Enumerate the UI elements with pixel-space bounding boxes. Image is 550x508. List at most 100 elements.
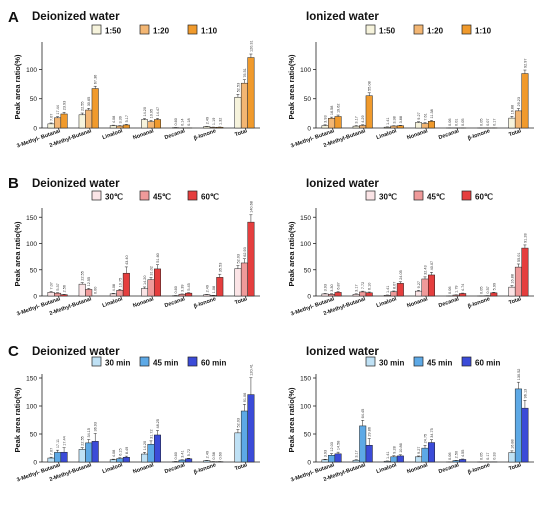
bar [60,113,68,129]
data-label: 4.08 [112,284,116,291]
data-label: 0.60 [174,286,178,293]
bar [396,283,404,297]
data-label: 6.15 [118,448,122,455]
legend-label: 45℃ [153,193,171,202]
x-tick-label: β-Ionone [193,296,217,310]
data-label: 0.17 [492,118,496,125]
legend-label: 1:50 [105,27,122,36]
data-label: 16.58 [330,106,334,116]
panel-label-b: B [8,175,19,192]
x-tick-label: β-Ionone [467,128,491,142]
data-label: 51.60 [156,253,160,263]
panel-label-c: C [8,343,19,360]
bar [415,456,422,463]
bar [383,460,391,463]
bar [359,291,367,297]
data-label: 52.03 [236,418,240,428]
data-label: 9.27 [417,112,421,119]
x-tick-label: β-Ionone [467,462,491,476]
y-tick-label: 100 [300,67,311,74]
data-label: 4.55 [461,450,465,457]
data-label: 140.68 [249,201,253,213]
data-label: 14.47 [156,107,160,117]
bar [396,125,404,129]
legend-label: 1:50 [379,27,396,36]
data-label: 3.17 [355,116,359,123]
data-label: 55.08 [368,81,372,91]
bar [521,407,529,463]
data-label: 2.49 [205,117,209,124]
x-tick-label: Nonanal [132,128,155,141]
data-label: 1.32 [218,118,222,125]
y-axis-label: Peak area ratio(%) [287,221,296,287]
bar [85,289,93,297]
bar [54,117,62,129]
data-label: 3.93 [324,284,328,291]
x-tick-label: Linalool [376,462,398,475]
data-label: 17.44 [56,105,60,115]
x-tick-label: Total [508,296,522,306]
data-label: 16.88 [510,274,514,284]
data-label: 14.58 [337,441,341,451]
data-label: 130.52 [517,369,521,381]
x-tick-label: Total [508,128,522,138]
data-label: 22.55 [81,436,85,446]
data-label: 10.86 [399,443,403,453]
bar [203,460,211,463]
y-tick-label: 50 [304,432,312,439]
bar [514,266,522,297]
data-label: 5.37 [56,283,60,290]
bar [415,122,422,129]
data-label: 4.08 [112,450,116,457]
x-tick-label: Total [234,296,248,306]
data-label: 0.60 [174,118,178,125]
data-label: 0.05 [479,287,483,294]
bar [521,73,529,129]
x-tick-label: Total [234,462,248,472]
bar [91,88,99,129]
bar [185,458,193,463]
x-tick-label: Nonanal [132,462,155,475]
bar [352,459,360,463]
data-label: 3.39 [181,285,185,292]
data-label: 48.25 [156,419,160,429]
panel-label-a: A [8,9,19,26]
y-axis-label: Peak area ratio(%) [13,387,22,453]
data-label: 0.00 [94,287,98,294]
data-label: 5.72 [187,449,191,456]
bar [490,292,498,297]
data-label: 16.88 [510,439,514,449]
legend-swatch [91,24,102,35]
legend-label: 45 min [427,359,452,368]
data-label: 3.88 [399,116,403,123]
data-label: 55.01 [517,252,521,262]
data-label: 0.14 [181,118,185,125]
data-label: 2.56 [63,285,67,292]
bar [234,268,242,297]
x-tick-label: β-Ionone [193,128,217,142]
legend-swatch [91,356,102,367]
data-label: 30.65 [87,97,91,107]
x-tick-label: Total [234,128,248,138]
data-label: 31.02 [150,266,154,276]
data-label: 5.99 [492,283,496,290]
x-tick-label: Decanal [438,128,460,141]
legend-label: 60 min [201,359,226,368]
chart-title: Deionized water [32,11,120,23]
legend-swatch [461,356,472,367]
bar [321,125,329,129]
data-label: 5.17 [125,115,129,122]
bar [109,293,117,297]
data-label: 120.41 [249,364,253,376]
y-tick-label: 100 [300,241,311,248]
data-label: 14.20 [143,275,147,285]
legend-label: 30℃ [105,193,123,202]
data-label: 1.79 [455,285,459,292]
y-tick-label: 100 [26,404,37,411]
data-label: 34.75 [430,428,434,438]
bar [428,274,435,297]
data-label: 120.31 [249,40,253,52]
x-tick-label: Nonanal [406,128,429,141]
y-tick-label: 100 [300,404,311,411]
